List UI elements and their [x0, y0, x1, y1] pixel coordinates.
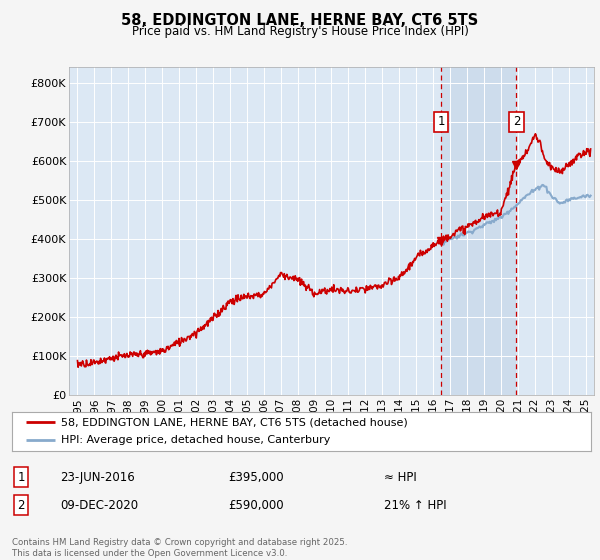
Text: 2: 2 — [17, 498, 25, 512]
Bar — [441, 67, 517, 395]
Text: 58, EDDINGTON LANE, HERNE BAY, CT6 5TS: 58, EDDINGTON LANE, HERNE BAY, CT6 5TS — [121, 13, 479, 29]
Text: £590,000: £590,000 — [228, 498, 284, 512]
Text: 58, EDDINGTON LANE, HERNE BAY, CT6 5TS (detached house): 58, EDDINGTON LANE, HERNE BAY, CT6 5TS (… — [61, 417, 408, 427]
Text: 21% ↑ HPI: 21% ↑ HPI — [384, 498, 446, 512]
Text: HPI: Average price, detached house, Canterbury: HPI: Average price, detached house, Cant… — [61, 435, 331, 445]
Text: ≈ HPI: ≈ HPI — [384, 470, 417, 484]
Text: 1: 1 — [437, 115, 445, 128]
Text: Contains HM Land Registry data © Crown copyright and database right 2025.
This d: Contains HM Land Registry data © Crown c… — [12, 538, 347, 558]
Text: 2: 2 — [512, 115, 520, 128]
Text: £395,000: £395,000 — [228, 470, 284, 484]
Text: 1: 1 — [17, 470, 25, 484]
Text: 23-JUN-2016: 23-JUN-2016 — [60, 470, 135, 484]
Text: Price paid vs. HM Land Registry's House Price Index (HPI): Price paid vs. HM Land Registry's House … — [131, 25, 469, 38]
Text: 09-DEC-2020: 09-DEC-2020 — [60, 498, 138, 512]
